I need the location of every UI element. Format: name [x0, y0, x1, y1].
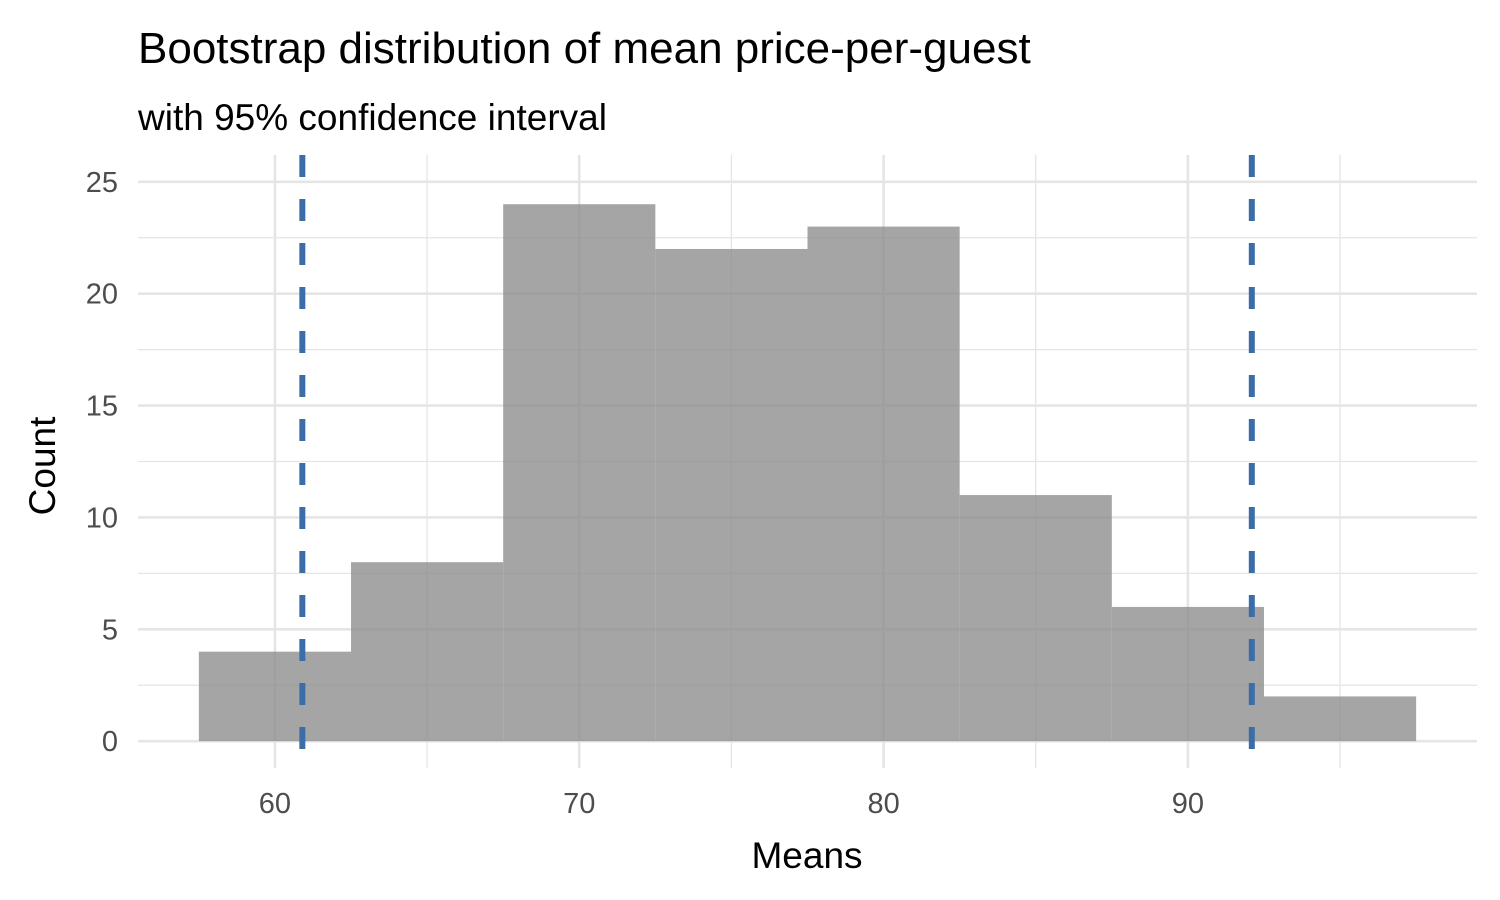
histogram-bar [351, 562, 504, 742]
histogram-bar [655, 248, 808, 742]
chart-title: Bootstrap distribution of mean price-per… [138, 24, 1031, 73]
x-axis-title: Means [751, 835, 862, 876]
y-tick-label: 0 [102, 726, 118, 758]
tick-labels: 60 70 80 90 0 5 10 15 20 25 [86, 167, 1204, 820]
histogram-bar [959, 495, 1112, 742]
x-tick-label: 80 [867, 788, 899, 820]
histogram-bar [1111, 606, 1264, 742]
histogram-bar [807, 226, 960, 742]
histogram-bar [503, 204, 656, 742]
histogram-bar [1263, 696, 1417, 742]
y-tick-label: 5 [102, 614, 118, 646]
histogram-bar [198, 651, 352, 742]
x-tick-label: 70 [563, 788, 595, 820]
y-tick-label: 20 [86, 279, 118, 311]
y-axis-title: Count [22, 416, 63, 515]
histogram-bars [198, 204, 1417, 742]
y-tick-label: 15 [86, 391, 118, 423]
x-tick-label: 90 [1172, 788, 1204, 820]
x-tick-label: 60 [259, 788, 291, 820]
y-tick-label: 25 [86, 167, 118, 199]
chart-subtitle: with 95% confidence interval [137, 97, 607, 138]
confidence-interval-lines [299, 155, 1255, 768]
y-tick-label: 10 [86, 502, 118, 534]
